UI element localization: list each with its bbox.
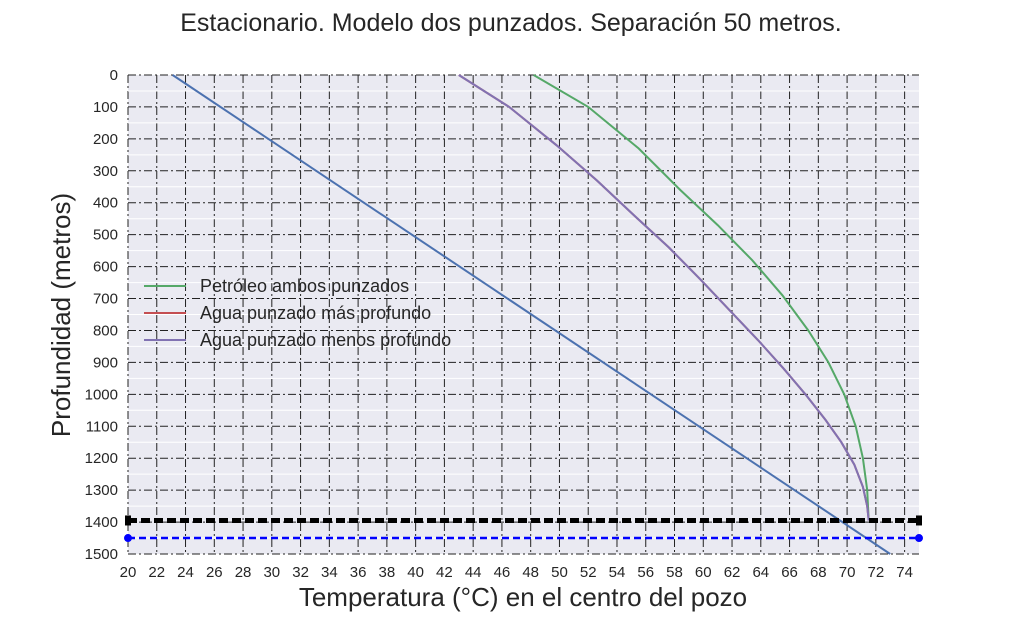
x-tick-label: 64 [752,564,769,581]
y-tick-label: 1400 [85,514,118,531]
y-axis-ticks: 0 100 200 300 400 500 600 700 800 900 1000 1100 1200… [85,67,118,563]
x-axis-label: Temperatura (°C) en el centro del pozo [299,582,747,612]
x-tick-label: 26 [206,564,223,581]
legend-entry: Agua punzado menos profundo [200,330,451,350]
x-tick-label: 68 [810,564,827,581]
y-tick-label: 900 [93,354,118,371]
y-tick-label: 1200 [85,450,118,467]
x-tick-label: 66 [781,564,798,581]
x-tick-label: 52 [580,564,597,581]
legend-entry: Petróleo ambos punzados [200,276,409,296]
x-tick-label: 22 [148,564,165,581]
y-tick-label: 500 [93,227,118,244]
x-tick-label: 28 [235,564,252,581]
reference-line-marker [124,534,132,543]
x-tick-label: 30 [263,564,280,581]
x-tick-label: 32 [292,564,309,581]
x-axis-ticks: 20 22 24 26 28 30 32 34 36 38 40 42 44 46 48 50 52 54 56 58… [120,564,913,581]
x-tick-label: 56 [637,564,654,581]
reference-lines [124,515,923,543]
x-tick-label: 58 [666,564,683,581]
y-tick-label: 400 [93,195,118,212]
x-tick-label: 44 [465,564,482,581]
x-tick-label: 72 [868,564,885,581]
y-tick-label: 200 [93,131,118,148]
x-tick-label: 20 [120,564,137,581]
series-line [533,74,870,521]
y-tick-label: 1500 [85,546,118,563]
x-tick-label: 60 [695,564,712,581]
series-line [172,74,891,555]
x-tick-label: 50 [551,564,568,581]
legend: Petróleo ambos punzados Agua punzado más … [144,276,451,350]
x-tick-label: 46 [494,564,511,581]
y-axis-label: Profundidad (metros) [46,193,76,437]
x-tick-label: 70 [839,564,856,581]
x-tick-label: 36 [350,564,367,581]
y-tick-label: 100 [93,99,118,116]
y-tick-label: 600 [93,259,118,276]
y-tick-label: 1300 [85,482,118,499]
y-tick-label: 800 [93,322,118,339]
x-tick-label: 24 [177,564,194,581]
y-tick-label: 1100 [86,418,118,435]
y-tick-label: 700 [93,291,118,308]
x-tick-label: 34 [321,564,338,581]
x-tick-label: 74 [896,564,913,581]
y-tick-label: 0 [110,67,118,84]
chart-title: Estacionario. Modelo dos punzados. Separ… [180,9,842,37]
series-line [458,74,870,521]
x-tick-label: 62 [724,564,741,581]
legend-entry: Agua punzado más profundo [200,303,431,323]
x-tick-label: 40 [407,564,424,581]
reference-line-marker [916,515,922,526]
x-tick-label: 54 [609,564,626,581]
x-tick-label: 38 [379,564,396,581]
y-tick-label: 300 [93,163,118,180]
reference-line-marker [915,534,923,543]
series-layer [172,74,891,555]
reference-line-marker [125,515,131,526]
y-tick-label: 1000 [85,386,118,403]
x-tick-label: 42 [436,564,453,581]
x-tick-label: 48 [522,564,539,581]
